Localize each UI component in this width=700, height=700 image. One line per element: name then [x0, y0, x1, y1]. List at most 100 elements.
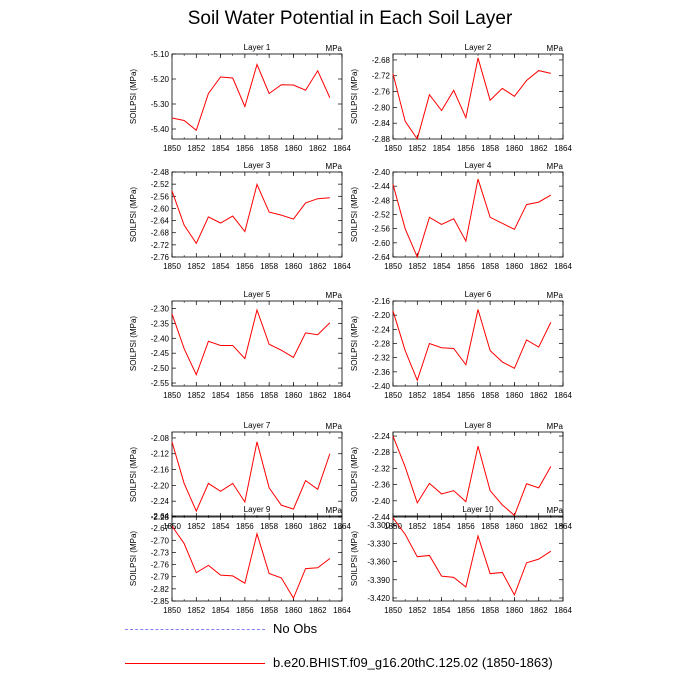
series-line — [171, 308, 331, 376]
x-tick-label: 1860 — [506, 606, 524, 615]
y-tick-label: -5.40 — [151, 125, 170, 134]
x-tick-label: 1858 — [260, 391, 278, 400]
panel-units: MPa — [547, 44, 564, 53]
x-tick-label: 1854 — [433, 391, 451, 400]
y-tick-label: -2.70 — [151, 536, 170, 545]
chart-panel-1: 1850 1852 1854 1856 1858 1860 1862 1864 -5.40 -5.… — [129, 43, 351, 153]
y-tick-label: -2.36 — [372, 368, 391, 377]
series-line — [392, 517, 552, 597]
y-tick-label: -2.60 — [372, 239, 391, 248]
y-tick-label: -2.44 — [372, 182, 391, 191]
y-tick-label: -2.52 — [151, 180, 170, 189]
panel-title: Layer 3 — [244, 161, 271, 170]
y-tick-label: -2.24 — [151, 497, 170, 506]
x-tick-label: 1858 — [260, 144, 278, 153]
x-tick-label: 1862 — [309, 144, 327, 153]
x-tick-label: 1860 — [506, 391, 524, 400]
y-axis-label: SOILPSI (MPa) — [129, 316, 138, 371]
y-tick-label: -2.82 — [151, 585, 170, 594]
y-tick-label: -2.40 — [372, 497, 391, 506]
panel-title: Layer 1 — [244, 43, 271, 52]
x-tick-label: 1864 — [333, 391, 351, 400]
y-tick-label: -2.76 — [151, 253, 170, 262]
chart-panel-2: 1850 1852 1854 1856 1858 1860 1862 1864 -2.88 -2.… — [350, 43, 572, 153]
panel-title: Layer 2 — [465, 43, 492, 52]
plot-frame — [392, 53, 564, 140]
y-tick-label: -2.40 — [151, 334, 170, 343]
y-tick-label: -2.20 — [372, 311, 391, 320]
x-tick-label: 1860 — [506, 262, 524, 271]
y-tick-label: -2.28 — [372, 340, 391, 349]
plot-frame — [171, 300, 343, 387]
solid-line-swatch — [125, 663, 265, 664]
y-tick-label: -3.330 — [367, 539, 390, 548]
y-tick-label: -2.85 — [151, 597, 170, 606]
y-tick-label: -2.30 — [151, 304, 170, 313]
y-tick-label: -2.16 — [372, 297, 391, 306]
x-tick-label: 1856 — [236, 391, 254, 400]
panel-title: Layer 9 — [244, 505, 271, 514]
x-tick-label: 1854 — [212, 391, 230, 400]
x-tick-label: 1860 — [285, 606, 303, 615]
y-tick-label: -2.48 — [372, 196, 391, 205]
y-tick-label: -2.76 — [372, 88, 391, 97]
x-tick-label: 1856 — [236, 144, 254, 153]
y-axis-label: SOILPSI (MPa) — [350, 531, 359, 586]
panel-title: Layer 6 — [465, 290, 492, 299]
y-tick-label: -2.36 — [372, 481, 391, 490]
y-tick-label: -2.44 — [372, 513, 391, 522]
x-tick-label: 1850 — [163, 391, 181, 400]
dashed-line-swatch — [125, 629, 265, 630]
x-tick-label: 1852 — [187, 606, 205, 615]
y-tick-label: -2.48 — [151, 168, 170, 177]
x-tick-label: 1858 — [481, 606, 499, 615]
x-tick-label: 1856 — [457, 262, 475, 271]
y-tick-label: -2.16 — [151, 466, 170, 475]
panel-units: MPa — [326, 44, 343, 53]
x-tick-label: 1852 — [408, 606, 426, 615]
panel-units: MPa — [326, 506, 343, 515]
x-tick-label: 1852 — [408, 262, 426, 271]
plot-frame — [392, 171, 564, 258]
x-tick-label: 1858 — [481, 391, 499, 400]
x-tick-label: 1854 — [212, 144, 230, 153]
y-tick-label: -2.88 — [372, 135, 391, 144]
x-tick-label: 1860 — [285, 522, 303, 531]
x-tick-label: 1864 — [554, 606, 572, 615]
y-tick-label: -2.50 — [151, 364, 170, 373]
x-tick-label: 1862 — [309, 606, 327, 615]
series-line — [392, 178, 552, 259]
panel-title: Layer 10 — [462, 505, 494, 514]
x-tick-label: 1856 — [236, 522, 254, 531]
legend-label: No Obs — [273, 621, 318, 636]
panel-title: Layer 4 — [465, 161, 492, 170]
y-tick-label: -2.20 — [151, 481, 170, 490]
x-tick-label: 1856 — [236, 606, 254, 615]
series-line — [171, 62, 331, 132]
series-line — [392, 309, 552, 382]
chart-panel-9: 1850 1852 1854 1856 1858 1860 1862 1864 -2.85 -2.… — [129, 505, 351, 615]
x-tick-label: 1852 — [187, 391, 205, 400]
y-axis-label: SOILPSI (MPa) — [129, 187, 138, 242]
y-tick-label: -2.72 — [372, 72, 391, 81]
x-tick-label: 1852 — [408, 144, 426, 153]
series-line — [171, 182, 330, 245]
x-tick-label: 1864 — [554, 144, 572, 153]
x-tick-label: 1850 — [384, 144, 402, 153]
x-tick-label: 1852 — [187, 522, 205, 531]
x-tick-label: 1864 — [333, 144, 351, 153]
x-tick-label: 1854 — [212, 606, 230, 615]
chart-panel-10: 1850 1852 1854 1856 1858 1860 1862 1864 -3.420 -3… — [350, 505, 572, 615]
y-tick-label: -2.24 — [372, 432, 391, 441]
y-tick-label: -2.52 — [372, 211, 391, 220]
y-tick-label: -2.40 — [372, 168, 391, 177]
x-tick-label: 1850 — [384, 262, 402, 271]
x-tick-label: 1850 — [384, 606, 402, 615]
y-tick-label: -2.56 — [151, 192, 170, 201]
chart-panel-8: 1850 1852 1854 1856 1858 1860 1862 1864-2.44-2.… — [350, 421, 572, 531]
x-tick-label: 1860 — [285, 262, 303, 271]
x-tick-label: 1850 — [163, 144, 181, 153]
panel-units: MPa — [547, 291, 564, 300]
x-tick-label: 1860 — [506, 144, 524, 153]
x-tick-label: 1862 — [530, 144, 548, 153]
